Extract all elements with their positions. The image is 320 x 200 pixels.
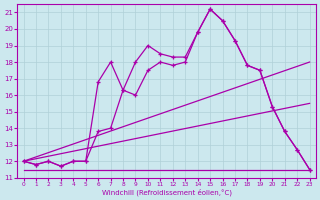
X-axis label: Windchill (Refroidissement éolien,°C): Windchill (Refroidissement éolien,°C) xyxy=(101,188,232,196)
